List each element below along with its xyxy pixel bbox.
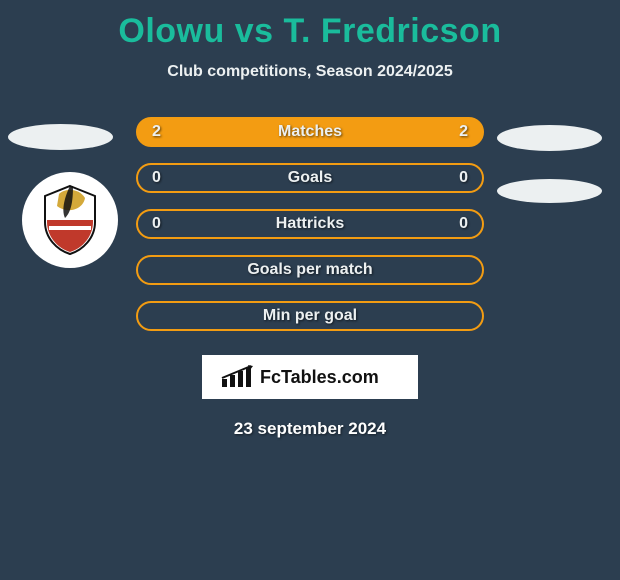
stat-label: Hattricks [276,215,344,233]
player-right-avatar [497,125,602,151]
bar-chart-icon [222,365,253,387]
stat-row: Goals per match [136,255,484,285]
stat-label: Goals [288,169,332,187]
page-title: Olowu vs T. Fredricson [0,0,620,51]
stat-row: 0 Goals 0 [136,163,484,193]
brand-box: FcTables.com [202,355,418,399]
player-left-club-badge [22,172,118,268]
stat-row: 2 Matches 2 [136,117,484,147]
date-line: 23 september 2024 [0,419,620,439]
stat-left-value: 0 [152,169,166,187]
player-left-avatar [8,124,113,150]
player-right-club-oval [497,179,602,203]
stat-right-value: 0 [454,169,468,187]
stat-label: Goals per match [247,261,372,279]
stat-row: Min per goal [136,301,484,331]
stat-right-value: 0 [454,215,468,233]
stat-label: Min per goal [263,307,357,325]
stat-left-value: 2 [152,123,166,141]
brand-text: FcTables.com [260,367,379,387]
stat-label: Matches [278,123,342,141]
stat-row: 0 Hattricks 0 [136,209,484,239]
subtitle: Club competitions, Season 2024/2025 [0,63,620,81]
stat-left-value: 0 [152,215,166,233]
stat-right-value: 2 [454,123,468,141]
